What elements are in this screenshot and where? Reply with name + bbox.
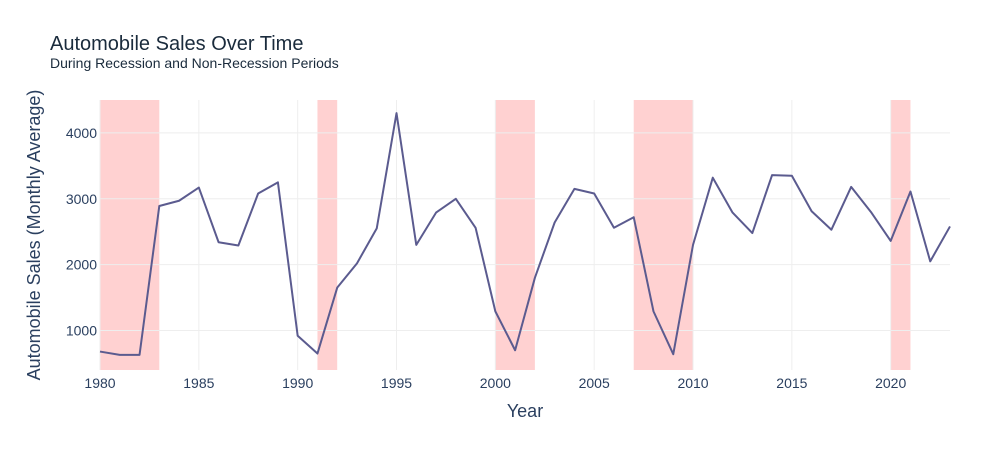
- data-point: [396, 112, 398, 114]
- y-tick-label: 3000: [66, 191, 97, 207]
- chart-title: Automobile Sales Over Time: [50, 33, 303, 55]
- data-point: [514, 349, 516, 351]
- data-point: [909, 191, 911, 193]
- x-tick-label: 2020: [875, 375, 906, 391]
- data-point: [356, 262, 358, 264]
- data-point: [237, 245, 239, 247]
- data-point: [257, 193, 259, 195]
- data-point: [652, 310, 654, 312]
- data-point: [593, 193, 595, 195]
- x-tick-label: 1990: [282, 375, 313, 391]
- data-point: [771, 174, 773, 176]
- x-tick-label: 1985: [183, 375, 214, 391]
- data-point: [198, 187, 200, 189]
- x-tick-label: 2010: [677, 375, 708, 391]
- data-point: [811, 210, 813, 212]
- data-point: [475, 227, 477, 229]
- data-point: [158, 205, 160, 207]
- data-point: [376, 227, 378, 229]
- data-point: [929, 260, 931, 262]
- data-point: [494, 310, 496, 312]
- data-point: [415, 244, 417, 246]
- x-tick-label: 2005: [579, 375, 610, 391]
- x-tick-label: 1980: [84, 375, 115, 391]
- recession-band: [100, 100, 159, 370]
- x-tick-label: 2000: [480, 375, 511, 391]
- y-axis-title: Automobile Sales (Monthly Average): [24, 90, 44, 381]
- data-point: [178, 200, 180, 202]
- data-point: [672, 353, 674, 355]
- recession-band: [634, 100, 693, 370]
- y-tick-label: 4000: [66, 125, 97, 141]
- data-point: [890, 240, 892, 242]
- data-point: [297, 335, 299, 337]
- data-point: [455, 198, 457, 200]
- data-point: [613, 227, 615, 229]
- data-point: [99, 351, 101, 353]
- data-point: [633, 216, 635, 218]
- data-point: [435, 212, 437, 214]
- data-point: [850, 186, 852, 188]
- x-tick-label: 2015: [776, 375, 807, 391]
- data-point: [316, 353, 318, 355]
- y-tick-label: 1000: [66, 322, 97, 338]
- data-point: [139, 354, 141, 356]
- data-point: [712, 177, 714, 179]
- x-axis-ticks: 1980 1985 1990 1995 2000 2005 2010 2015 2020: [84, 375, 906, 391]
- data-point: [751, 232, 753, 234]
- data-point: [534, 277, 536, 279]
- y-tick-label: 2000: [66, 257, 97, 273]
- data-point: [277, 181, 279, 183]
- data-point: [554, 221, 556, 223]
- data-point: [336, 287, 338, 289]
- data-point: [692, 244, 694, 246]
- data-point: [870, 211, 872, 213]
- recession-band: [317, 100, 337, 370]
- data-point: [949, 225, 951, 227]
- x-axis-title: Year: [507, 401, 543, 421]
- data-point: [218, 241, 220, 243]
- data-point: [732, 212, 734, 214]
- data-point: [119, 354, 121, 356]
- data-point: [573, 188, 575, 190]
- data-point: [791, 175, 793, 177]
- data-point: [830, 229, 832, 231]
- chart-subtitle: During Recession and Non-Recession Perio…: [50, 55, 339, 71]
- x-tick-label: 1995: [381, 375, 412, 391]
- recession-band: [495, 100, 535, 370]
